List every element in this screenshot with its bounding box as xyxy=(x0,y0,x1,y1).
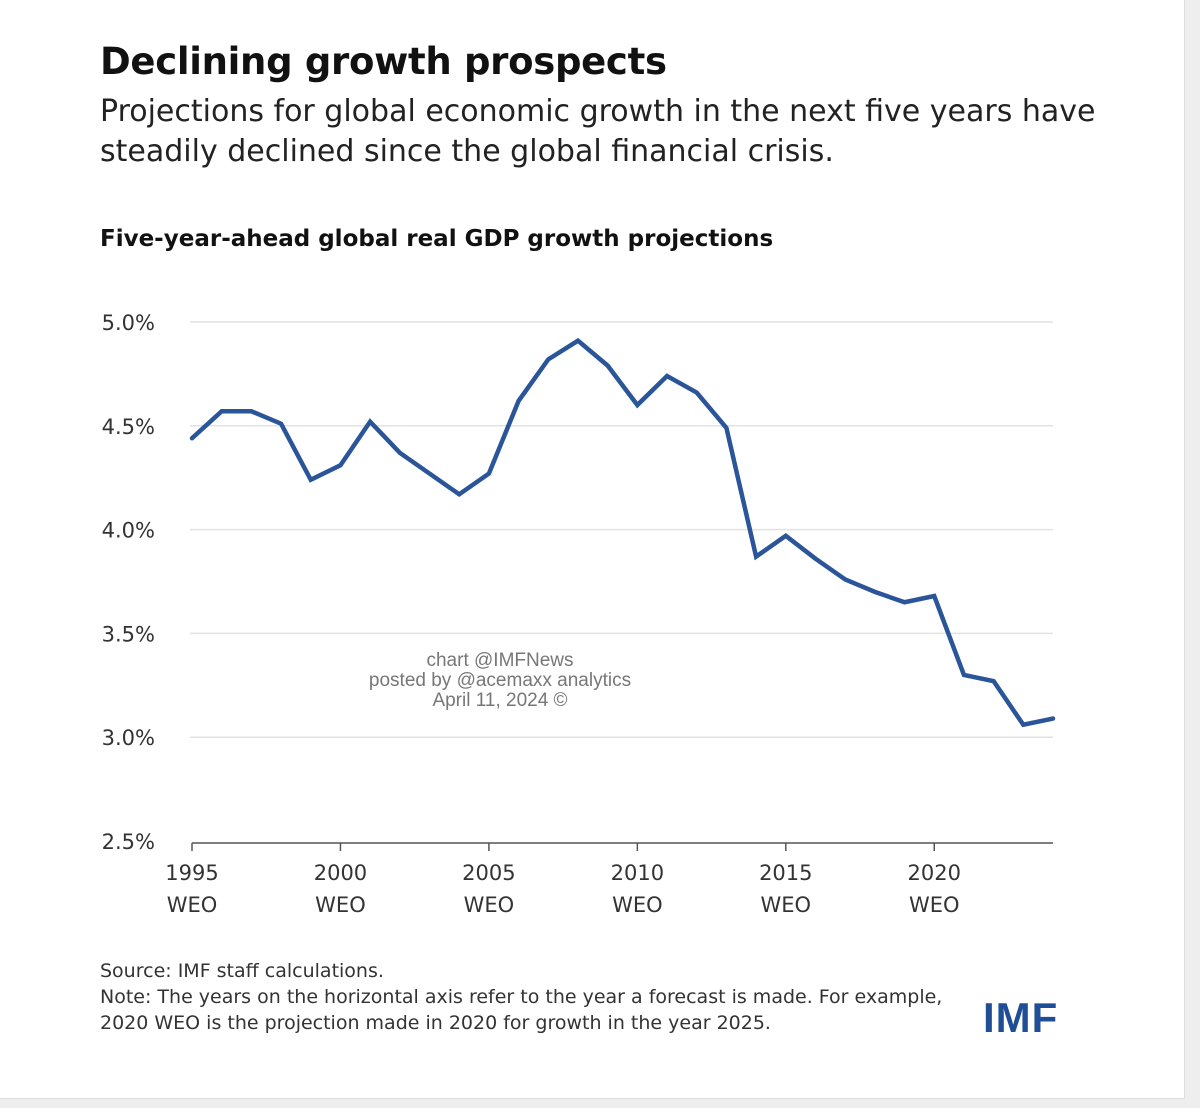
source-text: Source: IMF staff calculations. xyxy=(100,960,384,982)
chart-card: Declining growth prospects Projections f… xyxy=(0,0,1185,1099)
y-tick-label: 4.0% xyxy=(102,519,155,543)
x-tick-sublabel: WEO xyxy=(909,893,960,917)
y-tick-label: 2.5% xyxy=(102,830,155,854)
x-tick-label: 1995 xyxy=(165,861,218,885)
chart-title: Five-year-ahead global real GDP growth p… xyxy=(100,226,774,252)
x-tick-sublabel: WEO xyxy=(167,893,218,917)
watermark-line: posted by @acemaxx analytics xyxy=(368,670,632,691)
x-tick-label: 2000 xyxy=(314,861,367,885)
watermark: chart @IMFNews posted by @acemaxx analyt… xyxy=(310,651,690,711)
x-tick-sublabel: WEO xyxy=(464,893,515,917)
page-subtitle: Projections for global economic growth i… xyxy=(100,94,1096,169)
y-tick-label: 3.0% xyxy=(102,726,155,750)
imf-logo: IMF xyxy=(983,994,1059,1041)
note-text: Note: The years on the horizontal axis r… xyxy=(100,986,943,1008)
y-tick-label: 4.5% xyxy=(102,415,155,439)
x-tick-label: 2010 xyxy=(611,861,664,885)
y-tick-label: 3.5% xyxy=(102,622,155,646)
x-tick-sublabel: WEO xyxy=(315,893,366,917)
watermark-line: chart @IMFNews xyxy=(426,650,574,671)
watermark-line: April 11, 2024 © xyxy=(432,690,568,711)
x-tick-label: 2015 xyxy=(759,861,812,885)
x-tick-sublabel: WEO xyxy=(761,893,812,917)
series-line xyxy=(189,337,1056,728)
line-chart: 2.5% 3.0% 3.5% 4.0% 4.5% 5.0% 1995 WEO 2000 WEO 20… xyxy=(102,311,1056,917)
x-tick-label: 2020 xyxy=(908,861,961,885)
page-title: Declining growth prospects xyxy=(100,40,667,83)
footer: Source: IMF staff calculations. Note: Th… xyxy=(100,958,942,1036)
x-tick-label: 2005 xyxy=(462,861,515,885)
y-tick-label: 5.0% xyxy=(102,311,155,335)
note-text: 2020 WEO is the projection made in 2020 … xyxy=(100,1012,771,1034)
x-tick-sublabel: WEO xyxy=(612,893,663,917)
